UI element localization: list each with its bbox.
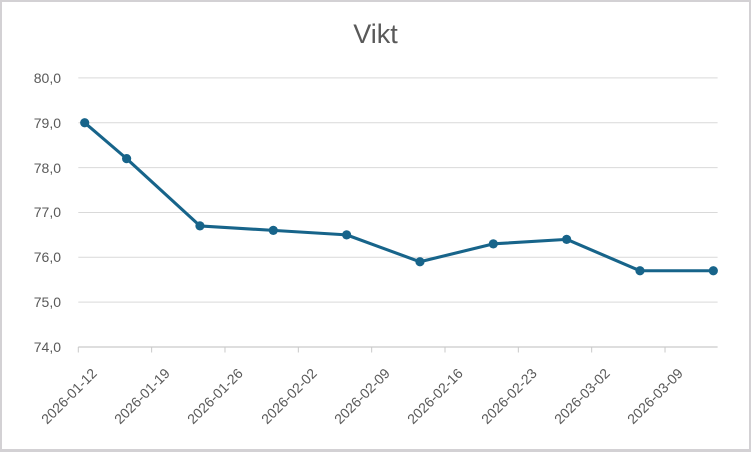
data-point-marker (708, 266, 718, 276)
data-point-marker (80, 118, 90, 128)
data-point-marker (415, 257, 425, 267)
y-axis-label: 77,0 (33, 204, 61, 221)
data-point-marker (562, 234, 572, 244)
y-axis-label: 78,0 (33, 159, 61, 176)
data-point-marker (195, 221, 205, 231)
data-point-marker (488, 239, 498, 249)
data-point-marker (342, 230, 352, 240)
y-axis-label: 80,0 (33, 69, 61, 86)
series-line (83, 121, 715, 273)
data-point-marker (122, 154, 132, 164)
chart-title: Vikt (353, 19, 398, 49)
y-axis-label: 76,0 (33, 249, 61, 266)
data-point-marker (268, 225, 278, 235)
y-axis-label: 74,0 (33, 339, 61, 355)
y-axis-label: 75,0 (33, 294, 61, 311)
data-point-marker (635, 266, 645, 276)
y-axis-label: 79,0 (33, 114, 61, 131)
